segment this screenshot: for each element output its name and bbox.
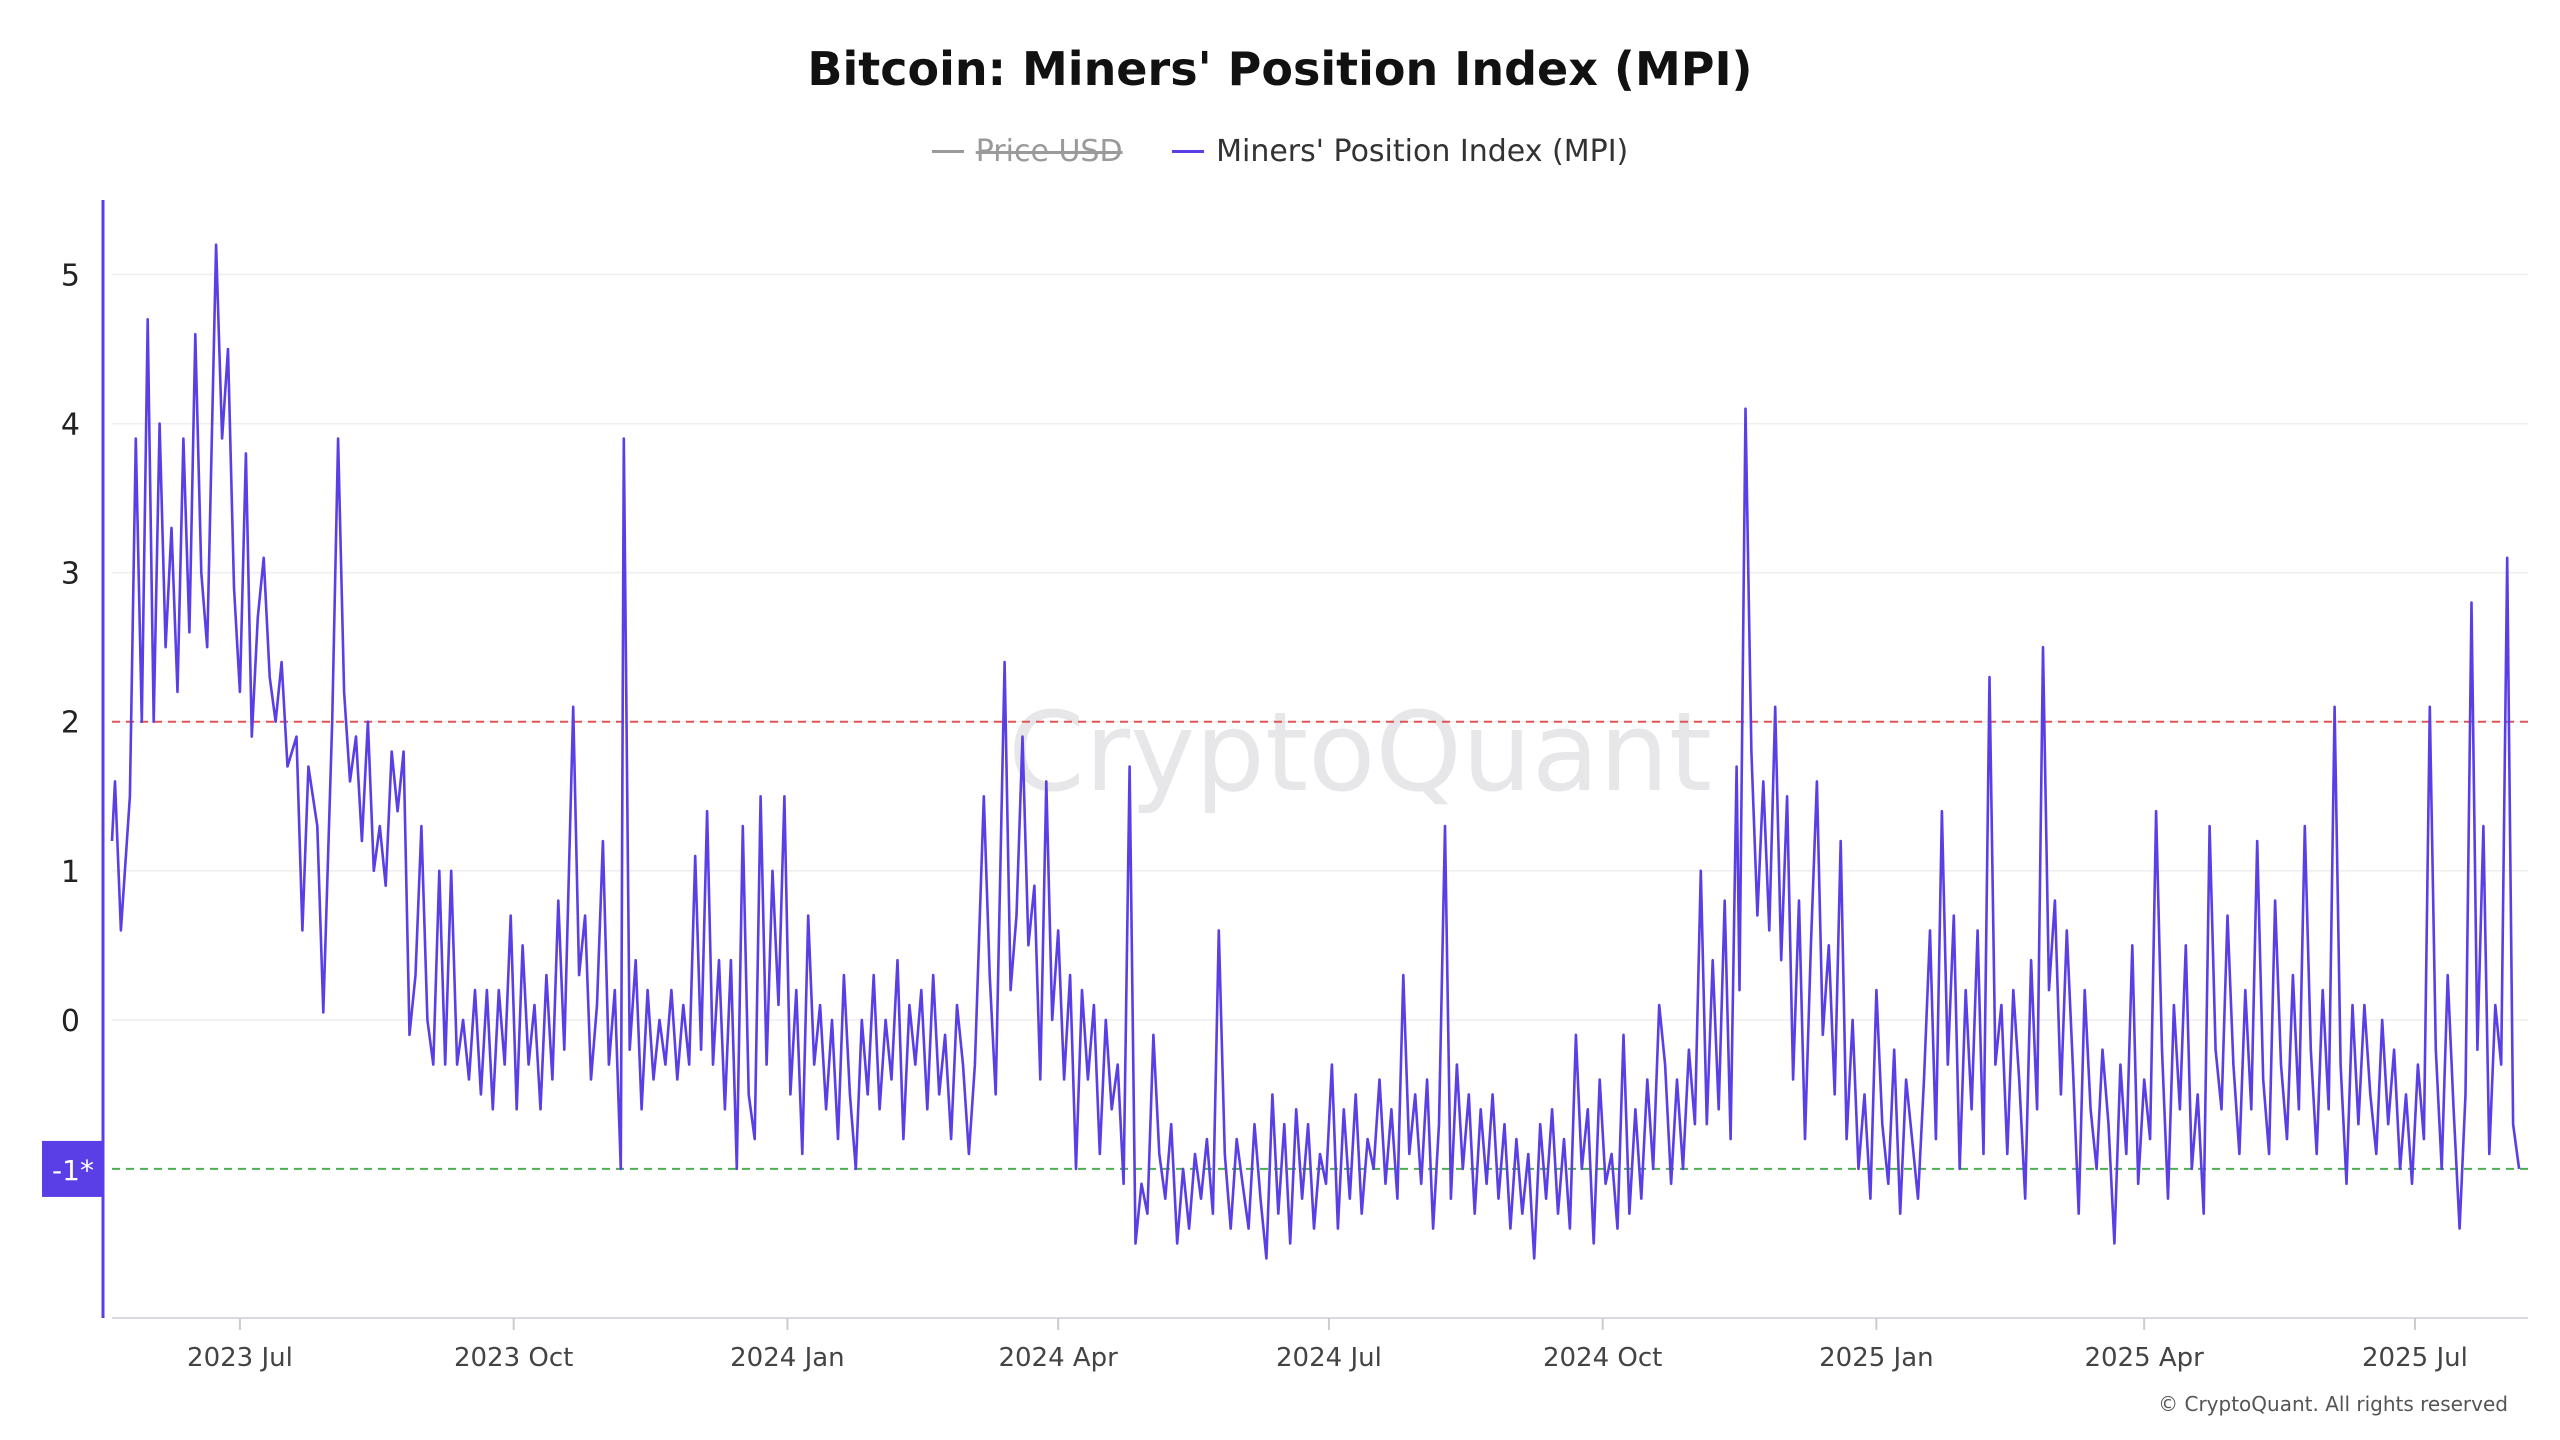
y-axis-badge-label: -1* bbox=[52, 1154, 94, 1187]
legend-label-price-usd: Price USD bbox=[975, 134, 1123, 169]
x-tick-label: 2024 Apr bbox=[998, 1343, 1118, 1373]
x-tick-label: 2024 Jul bbox=[1276, 1343, 1382, 1373]
x-tick-label: 2025 Jul bbox=[2362, 1343, 2468, 1373]
series-layer bbox=[110, 243, 2521, 1260]
watermark: CryptoQuant bbox=[1008, 688, 1712, 816]
copyright-credit: © CryptoQuant. All rights reserved bbox=[2158, 1392, 2508, 1416]
y-tick-label: 4 bbox=[61, 408, 80, 443]
y-tick-label: 1 bbox=[61, 855, 80, 890]
mpi-series-line bbox=[110, 243, 2521, 1260]
x-tick-label: 2023 Jul bbox=[187, 1343, 293, 1373]
y-tick-label: 5 bbox=[61, 259, 80, 294]
y-axis-badge bbox=[42, 1140, 104, 1197]
x-tick-label: 2024 Oct bbox=[1543, 1343, 1662, 1373]
legend-label-mpi: Miners' Position Index (MPI) bbox=[1216, 134, 1629, 169]
x-tick-label: 2025 Apr bbox=[2084, 1343, 2204, 1373]
legend-item-price-usd[interactable]: Price USD bbox=[931, 134, 1123, 169]
y-tick-label: 0 bbox=[61, 1004, 80, 1039]
legend-item-mpi[interactable]: Miners' Position Index (MPI) bbox=[1172, 134, 1628, 169]
chart-legend: Price USD Miners' Position Index (MPI) bbox=[0, 126, 2560, 169]
legend-swatch-mpi bbox=[1172, 150, 1205, 153]
grid bbox=[112, 273, 2528, 1021]
x-tick-label: 2023 Oct bbox=[454, 1343, 573, 1373]
legend-swatch-price-usd bbox=[931, 150, 964, 153]
y-tick-label: 3 bbox=[61, 557, 80, 592]
axes: 5 4 3 2 1 0 2023 Jul 2023 Oct 2024 Jan 2024 Apr 20… bbox=[42, 200, 2528, 1373]
chart-title: Bitcoin: Miners' Position Index (MPI) bbox=[807, 42, 1753, 96]
y-tick-label: 2 bbox=[61, 706, 80, 741]
x-tick-label: 2024 Jan bbox=[730, 1343, 845, 1373]
x-tick-label: 2025 Jan bbox=[1819, 1343, 1934, 1373]
